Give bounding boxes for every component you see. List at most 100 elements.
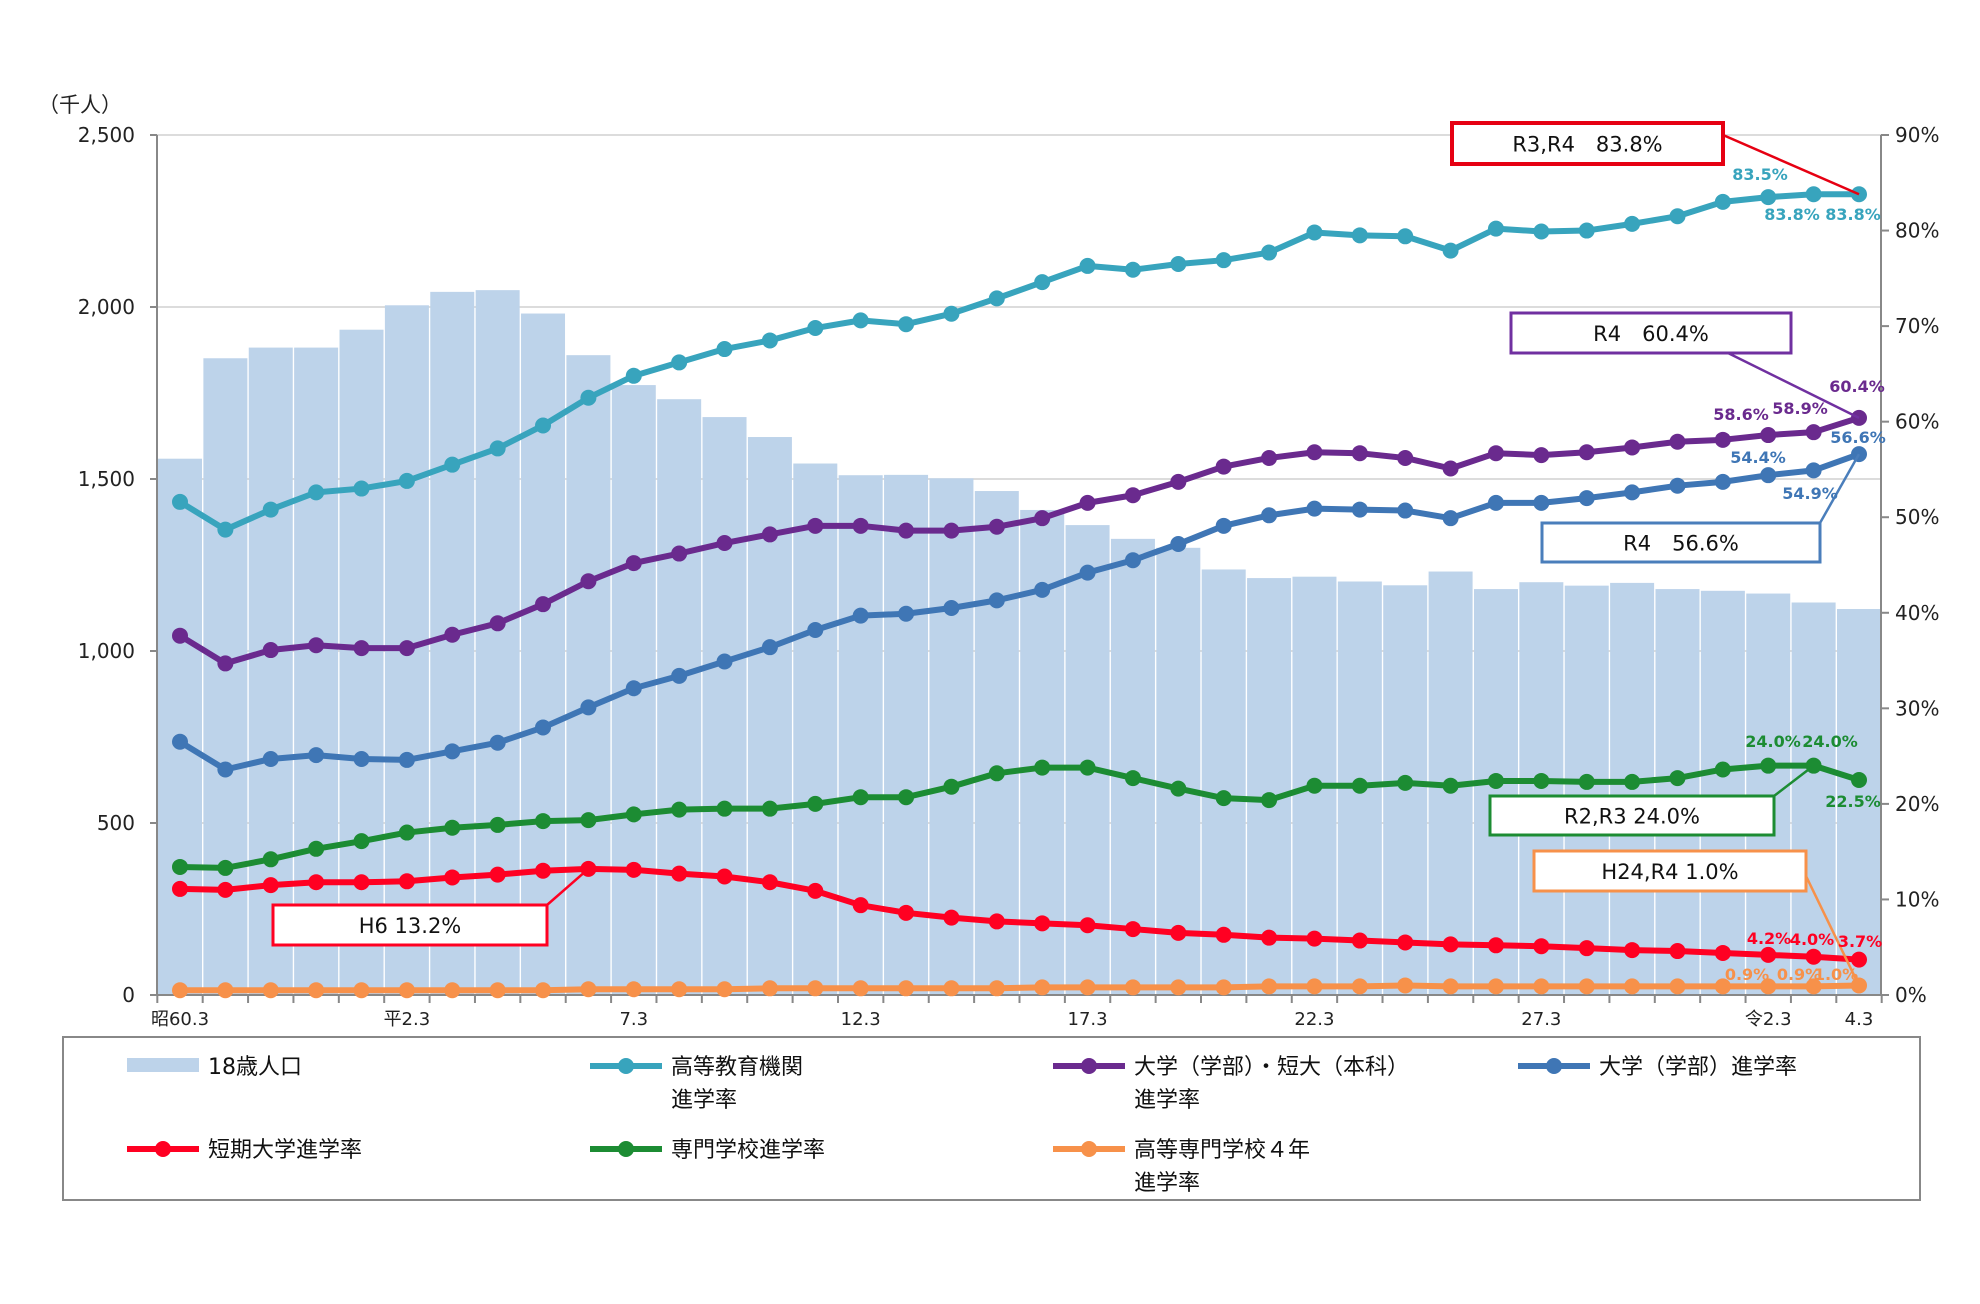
series-point-5 <box>1397 977 1414 994</box>
series-point-2 <box>1624 484 1641 501</box>
series-point-1 <box>1261 449 1278 466</box>
right-tick-label: 80% <box>1895 219 1939 243</box>
left-tick-label: 1,000 <box>78 639 135 663</box>
series-point-2 <box>1578 490 1595 507</box>
series-point-3 <box>444 869 461 886</box>
series-point-0 <box>1760 189 1777 206</box>
series-point-3 <box>761 874 778 891</box>
series-point-3 <box>852 897 869 914</box>
series-point-0 <box>1079 257 1096 274</box>
x-tick-label: 12.3 <box>841 1009 881 1030</box>
series-point-2 <box>1124 552 1141 569</box>
series-point-0 <box>262 501 279 518</box>
data-label: 22.5% <box>1825 792 1881 811</box>
series-point-1 <box>1351 445 1368 462</box>
series-point-5 <box>580 981 597 998</box>
series-point-3 <box>1124 921 1141 938</box>
series-point-4 <box>671 801 688 818</box>
legend-label-line2: 進学率 <box>671 1088 737 1113</box>
series-point-3 <box>1624 942 1641 959</box>
bar-18yo-population <box>1746 593 1791 995</box>
series-point-2 <box>943 600 960 616</box>
series-point-5 <box>1079 979 1096 996</box>
series-point-2 <box>172 733 188 750</box>
callout-leader <box>1773 764 1815 797</box>
series-point-5 <box>308 982 325 999</box>
series-point-2 <box>1714 473 1731 490</box>
bar-18yo-population <box>1473 589 1518 995</box>
series-point-4 <box>898 789 915 806</box>
series-point-3 <box>1397 934 1414 951</box>
series-point-0 <box>308 484 325 501</box>
callout-box <box>271 903 549 947</box>
x-tick-label: 令2.3 <box>1745 1009 1792 1030</box>
series-point-3 <box>1805 948 1822 965</box>
data-label: 54.4% <box>1730 448 1786 467</box>
callout-box <box>1450 121 1725 166</box>
data-label: 58.6% <box>1713 405 1769 424</box>
callout-text: R4 56.6% <box>1623 532 1739 556</box>
series-point-5 <box>1805 978 1822 995</box>
bar-18yo-population <box>793 463 838 995</box>
x-tick-label: 17.3 <box>1068 1009 1108 1030</box>
left-tick-label: 2,000 <box>78 295 135 319</box>
series-point-3 <box>671 865 688 882</box>
series-point-4 <box>1624 773 1641 790</box>
series-point-4 <box>943 778 960 795</box>
left-tick-label: 2,500 <box>78 123 135 147</box>
series-point-5 <box>1714 978 1731 995</box>
series-point-0 <box>444 456 461 473</box>
right-tick-label: 70% <box>1895 314 1939 338</box>
series-point-0 <box>1442 242 1459 259</box>
data-label: 24.0% <box>1802 732 1858 751</box>
series-point-1 <box>353 640 370 657</box>
series-point-4 <box>1533 772 1550 789</box>
series-point-5 <box>898 980 915 997</box>
series-point-1 <box>308 637 325 654</box>
right-tick-label: 90% <box>1895 123 1939 147</box>
series-point-0 <box>671 354 688 371</box>
series-point-5 <box>1351 978 1368 995</box>
series-point-2 <box>1805 462 1822 479</box>
series-point-5 <box>761 980 778 997</box>
series-point-1 <box>1170 473 1187 490</box>
bar-18yo-population <box>974 491 1019 995</box>
series-point-3 <box>535 862 552 879</box>
data-label: 58.9% <box>1772 399 1828 418</box>
right-tick-label: 0% <box>1895 983 1927 1007</box>
series-point-1 <box>716 535 733 552</box>
callout-text: R4 60.4% <box>1593 322 1709 346</box>
series-point-0 <box>353 480 370 497</box>
callout-text: R2,R3 24.0% <box>1564 805 1700 829</box>
x-tick-label: 27.3 <box>1521 1009 1561 1030</box>
series-point-4 <box>1034 759 1051 776</box>
series-point-3 <box>172 880 188 897</box>
series-point-5 <box>671 981 688 998</box>
series-point-1 <box>1079 494 1096 511</box>
series-point-0 <box>1487 220 1504 237</box>
series-point-2 <box>1306 500 1323 517</box>
series-point-5 <box>1578 978 1595 995</box>
data-label: 0.9% <box>1725 965 1769 984</box>
series-point-4 <box>1714 761 1731 778</box>
data-label: 4.2% <box>1747 929 1791 948</box>
right-tick-label: 20% <box>1895 792 1939 816</box>
series-point-4 <box>535 813 552 830</box>
left-tick-label: 1,500 <box>78 467 135 491</box>
data-label: 83.5% <box>1732 165 1788 184</box>
data-label: 1.0% <box>1814 965 1858 984</box>
bar-18yo-population <box>1201 569 1246 995</box>
series-point-1 <box>625 555 642 572</box>
bar-18yo-population <box>566 355 611 995</box>
series-point-3 <box>1079 917 1096 934</box>
series-point-0 <box>625 367 642 384</box>
series-point-3 <box>716 868 733 885</box>
series-point-0 <box>988 290 1005 307</box>
x-tick-label: 22.3 <box>1294 1009 1334 1030</box>
series-point-2 <box>535 719 552 736</box>
series-point-1 <box>1124 487 1141 504</box>
callout-leader <box>1804 875 1861 986</box>
left-tick-label: 500 <box>97 811 135 835</box>
series-point-4 <box>988 765 1005 782</box>
